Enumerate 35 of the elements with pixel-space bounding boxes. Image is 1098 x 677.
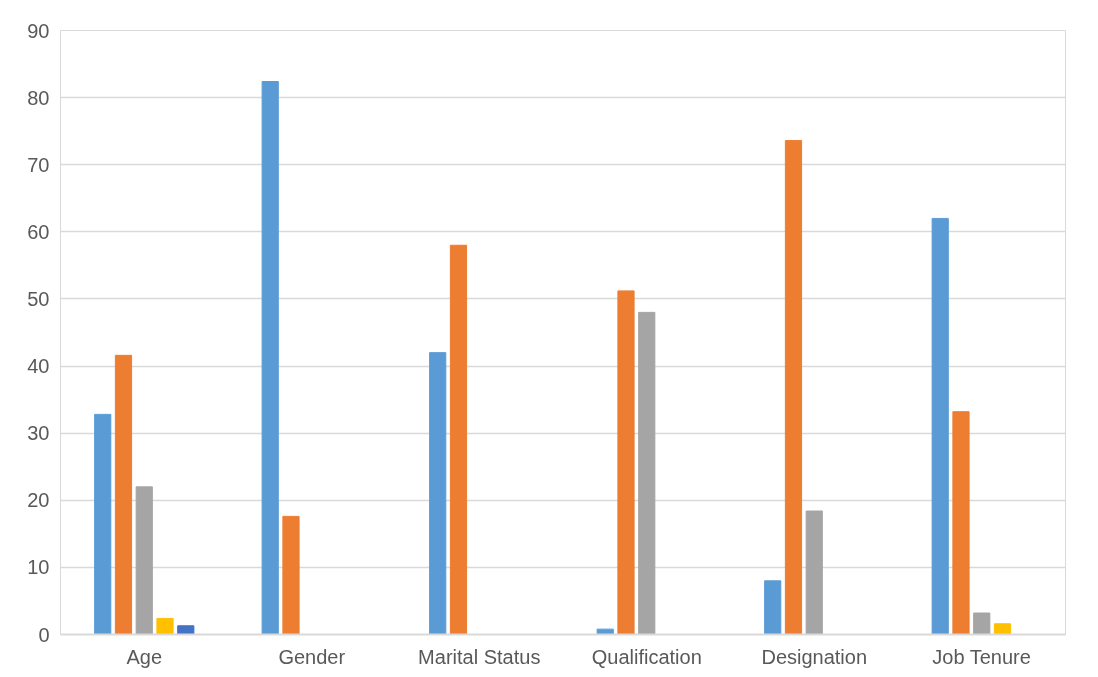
bar — [596, 628, 614, 635]
bar — [638, 311, 656, 635]
y-tick-label: 30 — [27, 422, 50, 445]
y-tick-label: 80 — [27, 86, 50, 109]
bar — [931, 217, 949, 635]
bar — [617, 290, 635, 635]
y-tick-label: 40 — [27, 355, 50, 378]
bar — [282, 515, 300, 635]
bar — [784, 140, 803, 635]
bar — [764, 580, 782, 635]
y-tick-label: 20 — [27, 489, 50, 512]
bar — [177, 625, 195, 635]
x-tick-label: Qualification — [591, 645, 702, 668]
x-tick-label: Marital Status — [418, 645, 541, 668]
x-tick-label: Age — [126, 645, 163, 668]
bar — [805, 510, 823, 635]
bar — [156, 617, 174, 635]
x-tick-label: Designation — [761, 645, 868, 668]
y-tick-label: 50 — [27, 287, 50, 310]
y-tick-label: 60 — [27, 220, 50, 243]
y-tick-label: 70 — [27, 153, 50, 176]
bar — [952, 411, 970, 635]
bar — [993, 623, 1012, 635]
y-tick-label: 0 — [38, 623, 50, 646]
y-tick-label: 90 — [27, 19, 50, 42]
bar — [261, 81, 279, 635]
x-tick-label: Gender — [278, 645, 346, 668]
x-tick-label: Job Tenure — [932, 645, 1031, 668]
bar — [449, 244, 468, 635]
bar — [94, 413, 112, 635]
bar — [973, 612, 991, 635]
bar — [135, 486, 153, 635]
bar — [114, 354, 133, 635]
y-tick-label: 10 — [27, 556, 50, 579]
bar — [429, 352, 447, 635]
